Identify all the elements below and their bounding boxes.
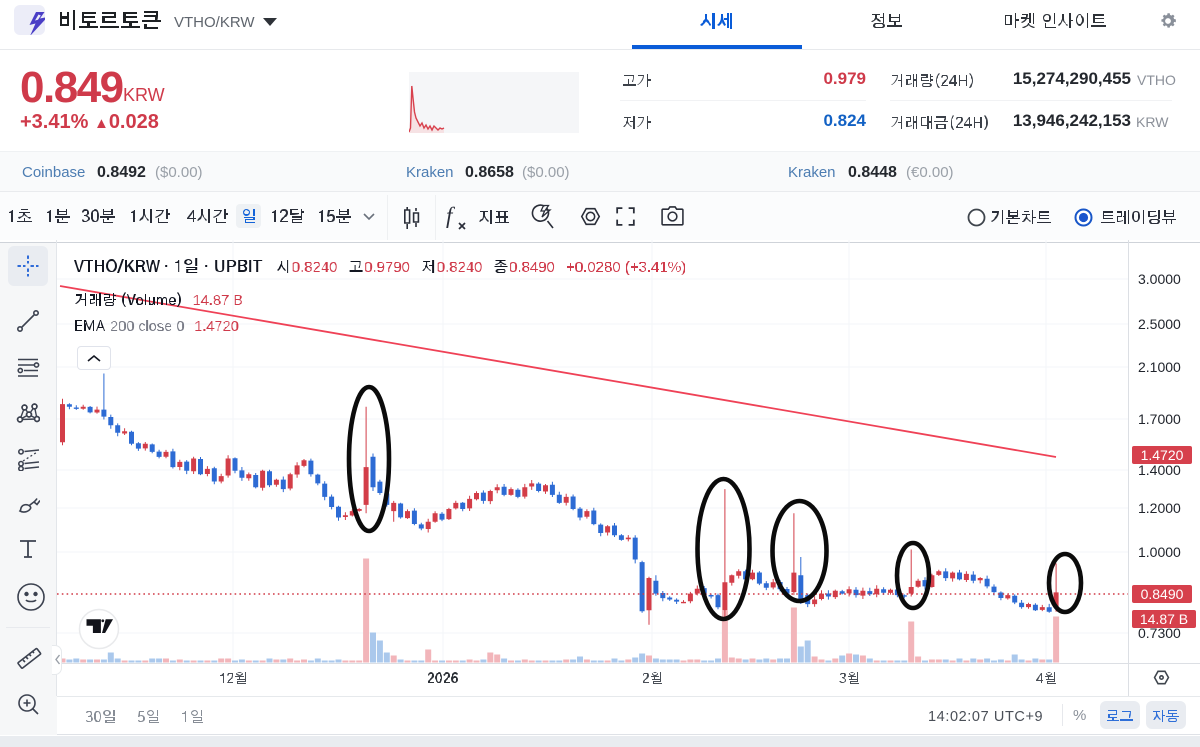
svg-text:f: f	[446, 203, 456, 228]
